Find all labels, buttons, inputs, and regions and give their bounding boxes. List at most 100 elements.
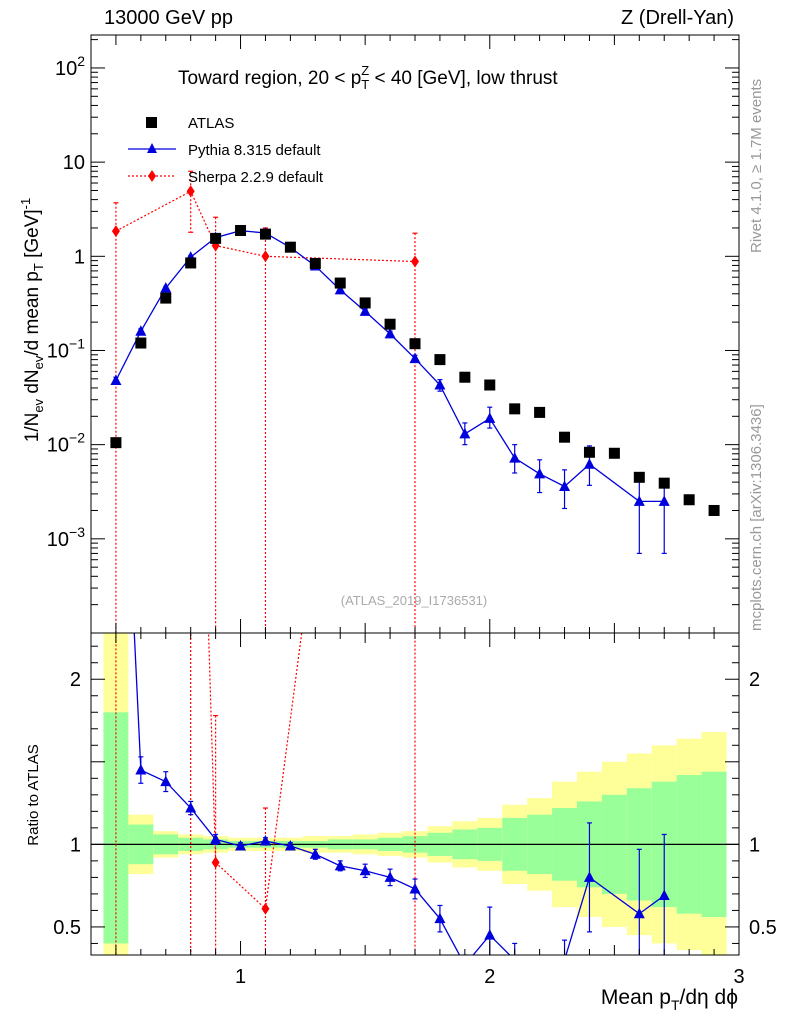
atlas-point	[235, 224, 247, 236]
title-sub: T	[361, 77, 369, 92]
ratio-sherpa-point	[211, 856, 220, 869]
x-tick-label: 3	[733, 966, 744, 988]
atlas-point	[534, 406, 546, 418]
pythia-point	[434, 378, 446, 390]
ratio-pythia-line	[133, 633, 665, 955]
ratio-pythia-point	[110, 244, 121, 255]
ratio-pythia-point	[583, 871, 595, 882]
pythia-point	[359, 305, 371, 316]
pythia-point	[110, 374, 122, 385]
atlas-point	[434, 354, 446, 366]
ratio-pythia-point	[210, 833, 222, 844]
atlas-point	[110, 437, 122, 449]
atlas-point	[160, 292, 172, 304]
ratio-y-tick-label-left: 1	[70, 834, 81, 856]
sherpa-point	[411, 255, 419, 268]
pythia-point	[160, 282, 172, 293]
ratio-pythia-point	[409, 882, 421, 894]
atlas-point	[384, 318, 396, 330]
legend-sherpa-label: Sherpa 2.2.9 default	[188, 169, 324, 186]
ratio-pythia-point	[135, 764, 147, 775]
legend: ATLAS Pythia 8.315 default Sherpa 2.2.9 …	[128, 115, 324, 186]
atlas-point	[484, 379, 496, 391]
sherpa-point	[111, 225, 120, 238]
ratio-pythia-point	[459, 959, 470, 970]
main-y-axis-label: 1/Nev dNev/d mean pT [GeV]-1	[18, 198, 46, 443]
atlas-point	[559, 431, 571, 443]
atlas-point	[135, 337, 147, 349]
ratio-pythia-point	[534, 967, 545, 978]
ratio-pythia-point	[309, 848, 321, 859]
ratio-pythia-point	[334, 859, 346, 871]
atlas-point	[459, 371, 471, 383]
atlas-point	[583, 446, 595, 458]
ratio-y-tick-label-right: 2	[749, 669, 760, 691]
ratio-pythia-point	[359, 864, 371, 876]
ratio-y-axis-label: Ratio to ATLAS	[25, 744, 42, 845]
main-y-tick-label: 10−3	[47, 524, 85, 551]
atlas-point	[658, 477, 670, 489]
atlas-point	[633, 471, 645, 483]
header-right-label: Z (Drell-Yan)	[621, 7, 734, 29]
pythia-point	[509, 452, 521, 463]
legend-atlas-label: ATLAS	[188, 115, 234, 132]
pythia-point	[334, 283, 346, 295]
ratio-pythia-point	[384, 871, 396, 882]
ratio-pythia-point	[259, 835, 271, 846]
atlas-point	[284, 241, 296, 253]
ratio-panel-marks	[110, 46, 670, 978]
atlas-point	[708, 504, 720, 516]
atlas-point	[334, 277, 346, 289]
ratio-y-tick-label-right: 1	[749, 834, 760, 856]
ratio-y-tick-label-left: 2	[70, 669, 81, 691]
ratio-pythia-point	[185, 802, 197, 813]
ratio-sherpa-line	[207, 633, 303, 910]
pythia-point	[534, 467, 546, 479]
ratio-pythia-point	[235, 840, 247, 851]
atlas-point	[608, 447, 620, 459]
pythia-point	[384, 327, 396, 339]
ratio-pythia-point	[434, 912, 446, 924]
legend-atlas-marker	[146, 117, 157, 128]
pythia-line	[115, 230, 665, 503]
ratio-pythia-point	[563, 953, 566, 955]
atlas-point	[259, 228, 271, 240]
chart-title: Toward region, 20 < pZ T < 40 [GeV], low …	[178, 63, 558, 92]
atlas-point	[683, 494, 695, 506]
ratio-y-tick-label-right: 0.5	[749, 917, 777, 939]
legend-sherpa-marker	[148, 170, 156, 182]
atlas-point	[210, 232, 222, 244]
axes-ticks: 1 2 3 10−3 10−2 10−1 1 10 102 0.5 0.5 1 1 2 2	[47, 35, 777, 988]
atlas-point	[185, 257, 197, 269]
x-axis-label: Mean pT/dη dϕ	[601, 986, 738, 1013]
pythia-point	[484, 412, 496, 423]
atlas-point	[359, 297, 371, 309]
main-y-tick-label: 102	[55, 53, 85, 80]
main-panel-marks	[110, 170, 720, 633]
ratio-pythia-point	[658, 889, 670, 901]
legend-pythia-marker	[147, 143, 157, 153]
x-tick-label: 1	[235, 966, 246, 988]
pythia-point	[409, 352, 421, 364]
main-y-tick-label: 1	[74, 246, 85, 268]
x-tick-label: 2	[484, 966, 495, 988]
analysis-id-label: (ATLAS_2019_I1736531)	[341, 593, 487, 608]
atlas-point	[409, 338, 421, 350]
pythia-point	[583, 458, 595, 469]
atlas-point	[509, 403, 521, 415]
sherpa-point	[186, 185, 195, 198]
atlas-point	[309, 257, 321, 269]
ratio-sherpa-point	[261, 902, 270, 915]
ratio-pythia-point	[633, 907, 645, 919]
pythia-point	[135, 325, 147, 336]
pythia-point	[658, 495, 670, 506]
main-y-tick-label: 10	[63, 152, 85, 174]
title-sup: Z	[361, 63, 369, 78]
ratio-pythia-point	[284, 840, 296, 851]
pythia-point	[459, 427, 471, 439]
ratio-sherpa-point	[187, 46, 195, 58]
pythia-point	[559, 480, 571, 491]
ratio-pythia-point	[514, 953, 516, 955]
ratio-pythia-point	[160, 775, 172, 787]
